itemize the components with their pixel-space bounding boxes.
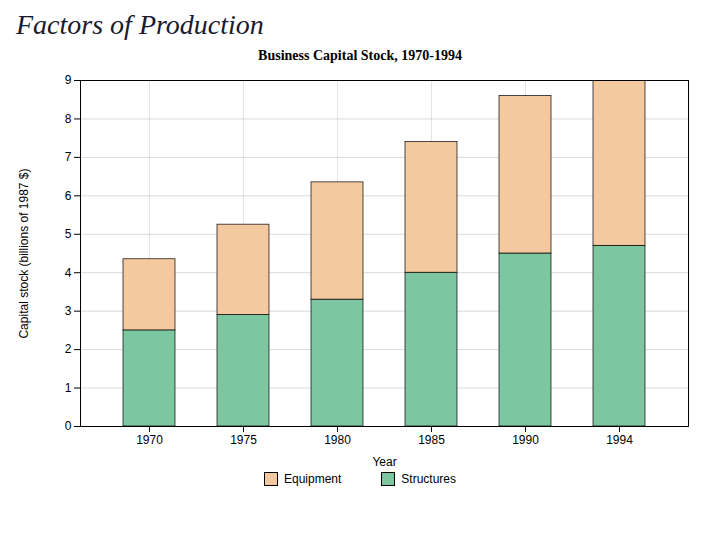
html-text:Structures: Structures: [401, 472, 456, 486]
svg-text:5: 5: [65, 227, 72, 241]
svg-text:8: 8: [65, 112, 72, 126]
svg-text:6: 6: [65, 189, 72, 203]
svg-text:1970: 1970: [136, 433, 163, 447]
html-text:Equipment: Equipment: [284, 472, 342, 486]
svg-text:1985: 1985: [418, 433, 445, 447]
svg-text:Year: Year: [372, 455, 396, 469]
svg-text:1980: 1980: [324, 433, 351, 447]
svg-text:4: 4: [65, 266, 72, 280]
html-text:Business Capital Stock, 1970-1: Business Capital Stock, 1970-1994: [258, 48, 462, 63]
svg-text:0: 0: [65, 419, 72, 433]
svg-text:1975: 1975: [230, 433, 257, 447]
svg-text:7: 7: [65, 150, 72, 164]
svg-text:3: 3: [65, 304, 72, 318]
svg-text:2: 2: [65, 342, 72, 356]
svg-text:1990: 1990: [512, 433, 539, 447]
html-text:Factors of Production: Factors of Production: [16, 9, 264, 40]
svg-text:Capital stock (billions of 198: Capital stock (billions of 1987 $): [17, 168, 31, 338]
svg-text:9: 9: [65, 73, 72, 87]
svg-text:1994: 1994: [606, 433, 633, 447]
svg-text:1: 1: [65, 381, 72, 395]
